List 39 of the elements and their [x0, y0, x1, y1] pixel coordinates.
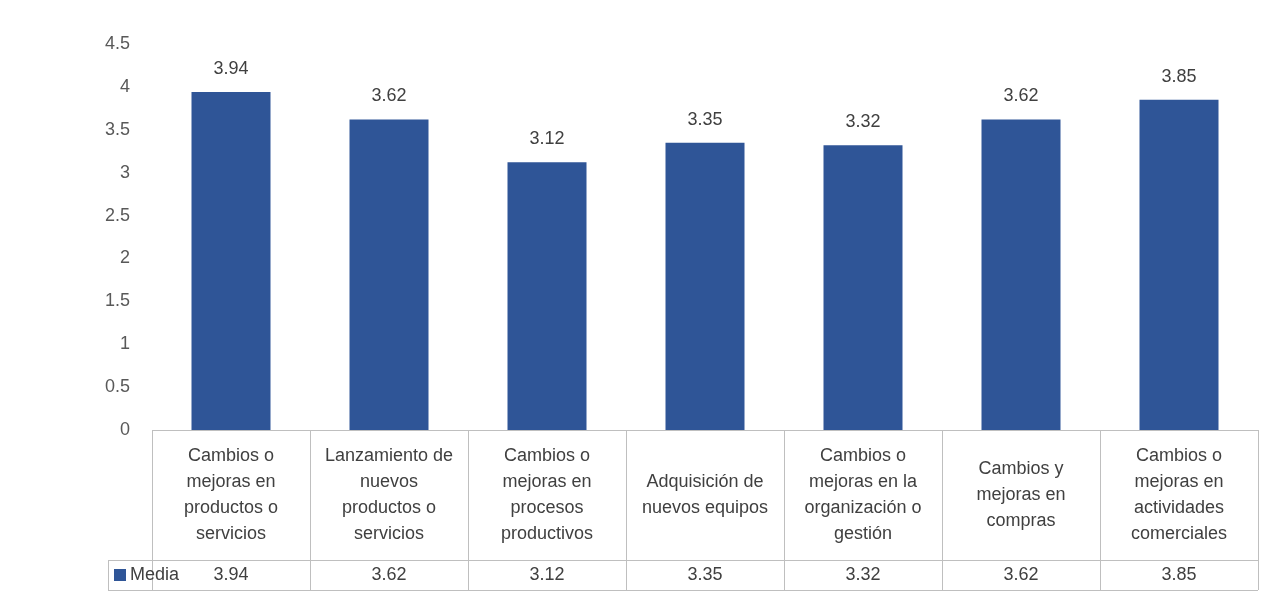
bar: [823, 145, 903, 430]
text: 3.94: [213, 563, 249, 584]
text: 3.62: [371, 563, 407, 584]
y-tick-label: 4: [119, 75, 130, 96]
y-tick-label: 4.5: [104, 32, 130, 53]
y-tick-label: 1.5: [104, 290, 130, 311]
x-tick-label: Cambios o mejoras en procesos productivos: [500, 444, 594, 543]
bar: [1139, 99, 1219, 430]
data-label: 3.12: [529, 128, 565, 149]
data-label: 3.94: [213, 58, 249, 78]
legend-label: Media: [130, 563, 181, 584]
bar: [507, 162, 587, 430]
text: 3.62: [1003, 563, 1039, 584]
x-tick-label: Cambios o mejoras en actividades comerciales: [1130, 444, 1228, 543]
text: 3.32: [845, 563, 881, 584]
x-tick-label: Cambios y mejoras en compras: [976, 457, 1066, 530]
x-tick-label: Cambios o mejoras en la organización o gestión: [804, 444, 922, 543]
x-tick-label: Cambios o mejoras en productos o servicios: [183, 444, 279, 543]
x-tick-label: Lanzamiento de nuevos productos o servicios: [324, 444, 454, 543]
bar: [981, 119, 1061, 430]
data-label: 3.35: [687, 108, 723, 129]
y-tick-label: 1: [119, 333, 130, 354]
y-tick-label: 0.5: [104, 376, 130, 397]
x-tick-label: Adquisición de nuevos equipos: [641, 470, 769, 517]
text: 3.85: [1161, 563, 1197, 584]
y-tick-label: 0: [119, 418, 130, 439]
bar: [191, 92, 271, 430]
bar: [349, 119, 429, 430]
y-tick-label: 2: [119, 247, 130, 268]
y-tick-label: 2.5: [104, 204, 130, 225]
data-label: 3.62: [371, 85, 407, 106]
data-label: 3.62: [1003, 85, 1039, 106]
y-tick-label: 3.5: [104, 118, 130, 139]
y-tick-label: 3: [119, 161, 130, 182]
text: 3.35: [687, 563, 723, 584]
data-label: 3.32: [845, 111, 881, 132]
text: 3.12: [529, 563, 565, 584]
bar: [665, 142, 745, 430]
data-label: 3.85: [1161, 65, 1197, 86]
